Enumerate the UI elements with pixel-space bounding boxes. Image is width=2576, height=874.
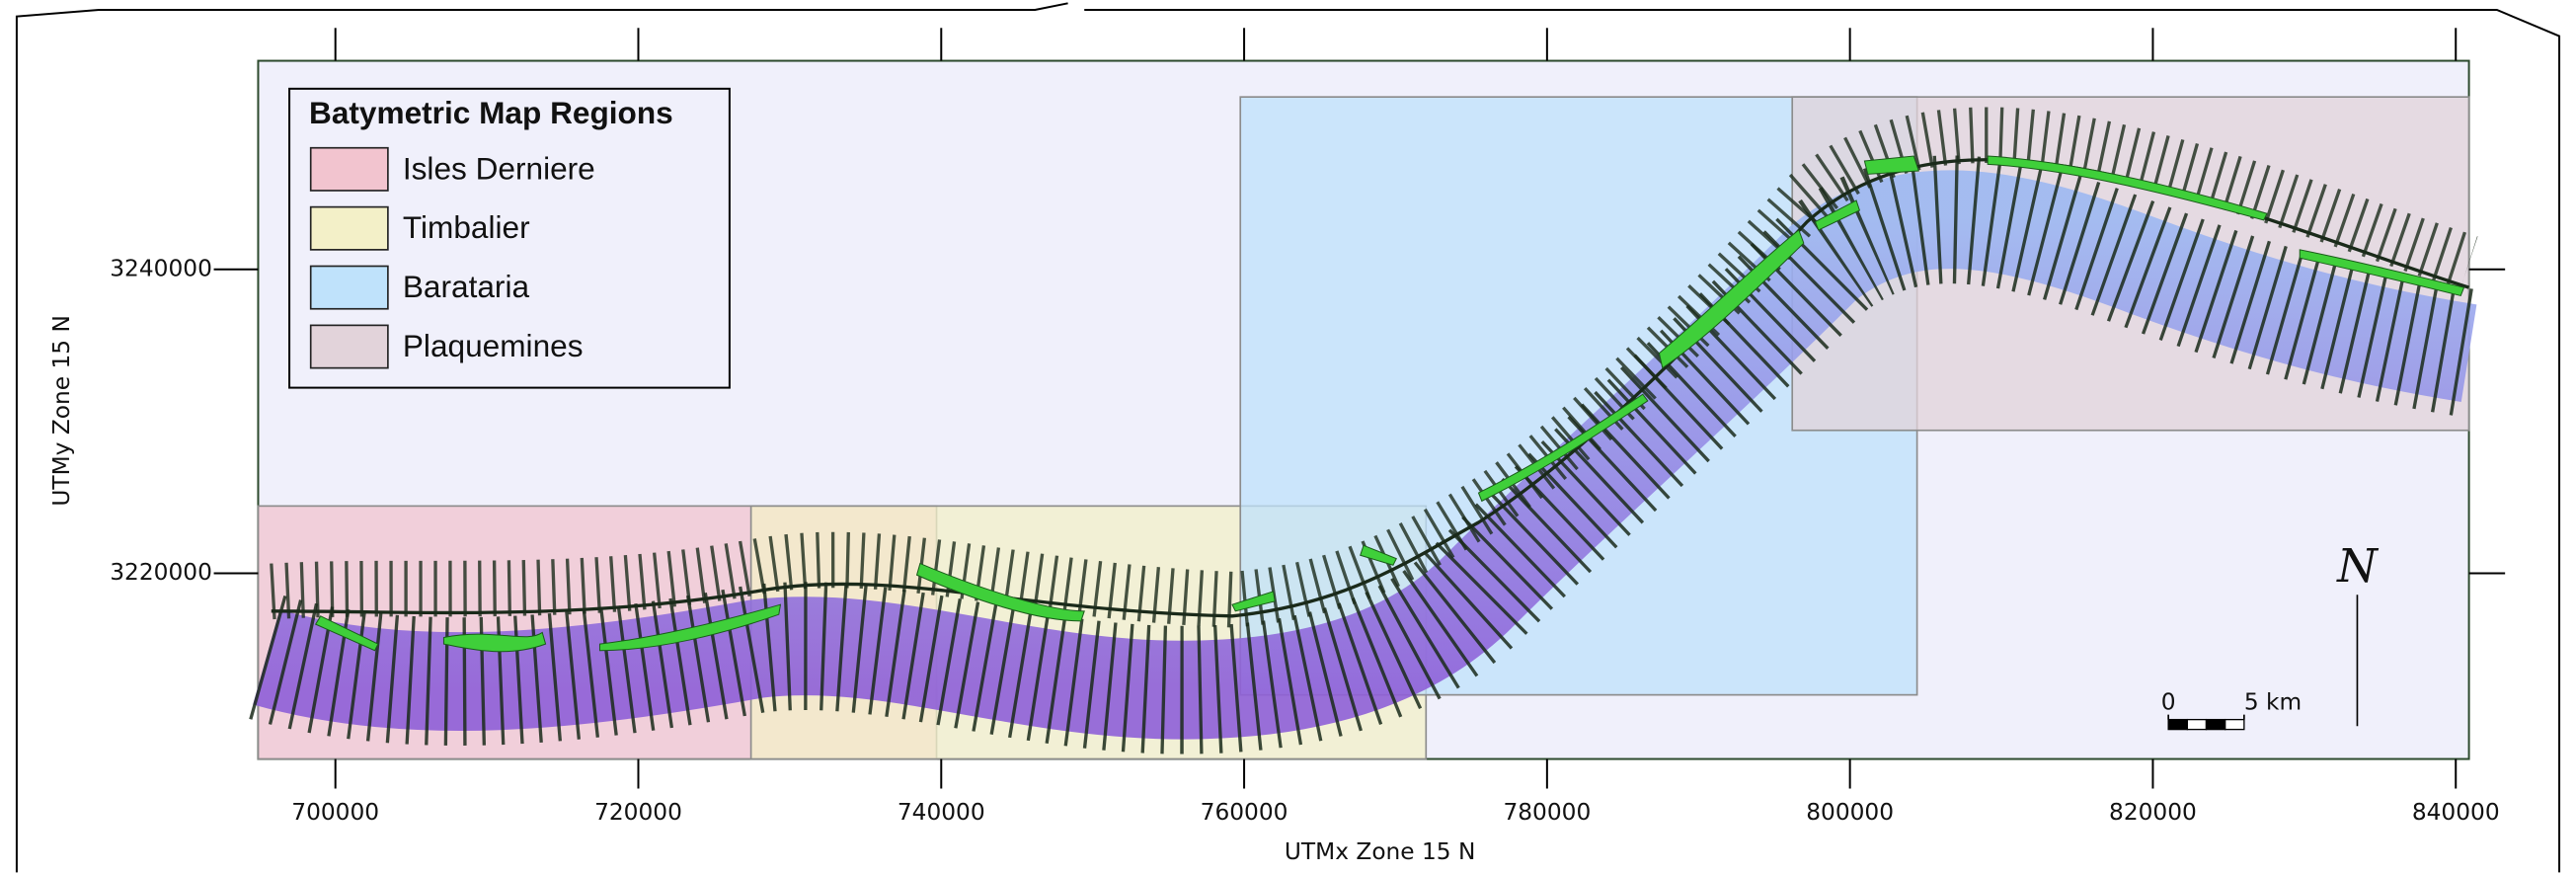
x-tick-label: 840000 bbox=[2412, 799, 2500, 826]
scale-label: 0 bbox=[2161, 688, 2176, 715]
scale-label: 5 km bbox=[2244, 688, 2302, 715]
legend-swatch bbox=[311, 207, 388, 250]
x-tick-label: 780000 bbox=[1503, 799, 1591, 826]
x-tick-label: 820000 bbox=[2109, 799, 2197, 826]
legend-label: Barataria bbox=[403, 269, 530, 304]
scale-segment bbox=[2207, 720, 2225, 730]
x-tick-label: 800000 bbox=[1806, 799, 1894, 826]
map-figure: 700000 720000 740000 760000 780000 800000 8200… bbox=[0, 0, 2576, 874]
scale-segment bbox=[2225, 720, 2244, 730]
scale-segment bbox=[2168, 720, 2187, 730]
legend-swatch bbox=[311, 266, 388, 308]
y-axis-label: UTMy Zone 15 N bbox=[48, 315, 75, 507]
y-tick-label: 3220000 bbox=[110, 559, 212, 586]
scale-segment bbox=[2187, 720, 2206, 730]
y-tick-label: 3240000 bbox=[110, 255, 212, 281]
legend-label: Timbalier bbox=[403, 209, 530, 245]
x-axis-label: UTMx Zone 15 N bbox=[1285, 838, 1476, 865]
legend-label: Isles Derniere bbox=[403, 150, 595, 186]
x-tick-label: 740000 bbox=[898, 799, 985, 826]
legend-swatch bbox=[311, 148, 388, 191]
legend-title: Batymetric Map Regions bbox=[309, 95, 673, 130]
x-tick-label: 760000 bbox=[1201, 799, 1288, 826]
legend-label: Plaquemines bbox=[403, 328, 584, 363]
x-tick-label: 720000 bbox=[594, 799, 682, 826]
north-arrow-label: N bbox=[2336, 539, 2380, 593]
x-tick-label: 700000 bbox=[291, 799, 379, 826]
legend-swatch bbox=[311, 325, 388, 367]
